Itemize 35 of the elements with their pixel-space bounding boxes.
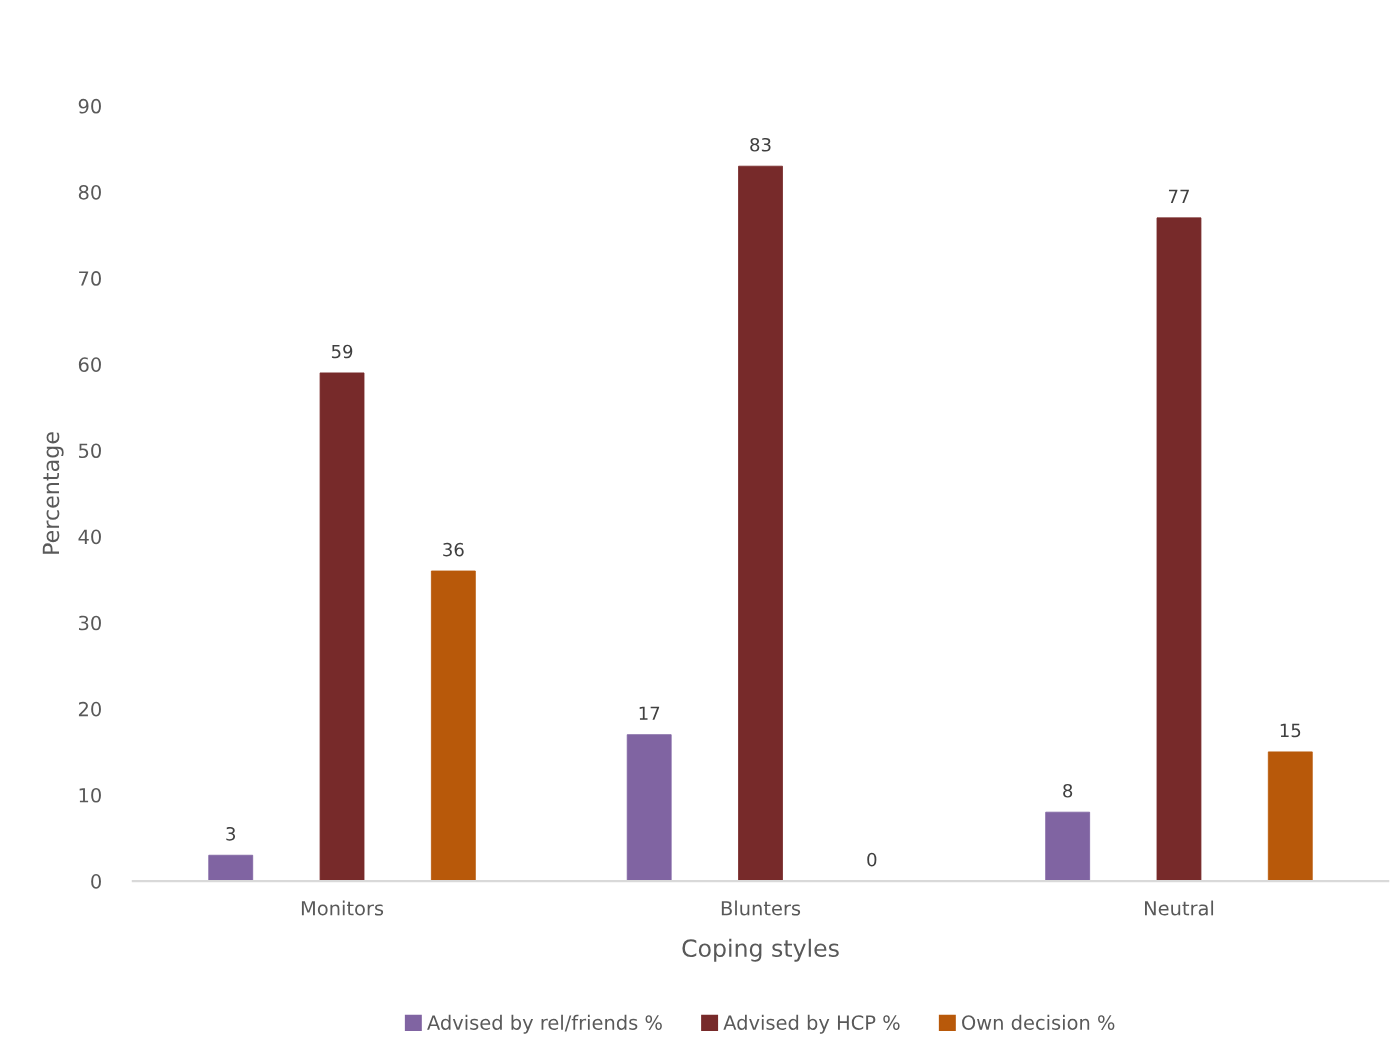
data-label: 3 bbox=[226, 826, 236, 841]
y-tick-label: 30 bbox=[78, 615, 101, 631]
x-tick-label: Blunters bbox=[721, 900, 801, 916]
bar bbox=[1045, 811, 1091, 882]
y-tick-label: 70 bbox=[79, 271, 101, 286]
x-axis-title: Coping styles bbox=[682, 938, 839, 962]
data-label: 36 bbox=[443, 542, 464, 557]
bar bbox=[430, 570, 476, 882]
bar bbox=[738, 165, 783, 882]
legend-label: Own decision % bbox=[962, 1014, 1115, 1030]
x-tick-label: Neutral bbox=[1145, 900, 1214, 916]
data-label: 77 bbox=[1168, 189, 1189, 204]
y-tick-label: 50 bbox=[79, 443, 101, 459]
x-tick-label: Monitors bbox=[301, 900, 384, 916]
data-label: 59 bbox=[331, 344, 353, 359]
y-tick-label: 90 bbox=[78, 98, 101, 114]
data-label: 15 bbox=[1280, 723, 1301, 738]
bar bbox=[626, 734, 672, 882]
data-label: 0 bbox=[867, 852, 877, 867]
legend-label: Advised by HCP % bbox=[723, 1014, 900, 1034]
legend-label: Advised by rel/friends % bbox=[427, 1014, 662, 1034]
data-label: 83 bbox=[750, 137, 771, 152]
data-label: 8 bbox=[1063, 783, 1073, 798]
bar bbox=[319, 372, 365, 882]
y-tick-label: 40 bbox=[78, 529, 101, 545]
y-tick-label: 60 bbox=[78, 357, 101, 372]
bar bbox=[208, 854, 254, 882]
bar bbox=[1156, 217, 1202, 882]
bar bbox=[1267, 751, 1313, 882]
y-axis-title: Percentage bbox=[42, 432, 64, 554]
y-tick-label: 0 bbox=[91, 874, 101, 889]
y-tick-label: 80 bbox=[78, 184, 101, 200]
y-tick-label: 20 bbox=[78, 701, 101, 717]
data-label: 17 bbox=[639, 706, 660, 720]
y-tick-label: 10 bbox=[79, 787, 101, 803]
